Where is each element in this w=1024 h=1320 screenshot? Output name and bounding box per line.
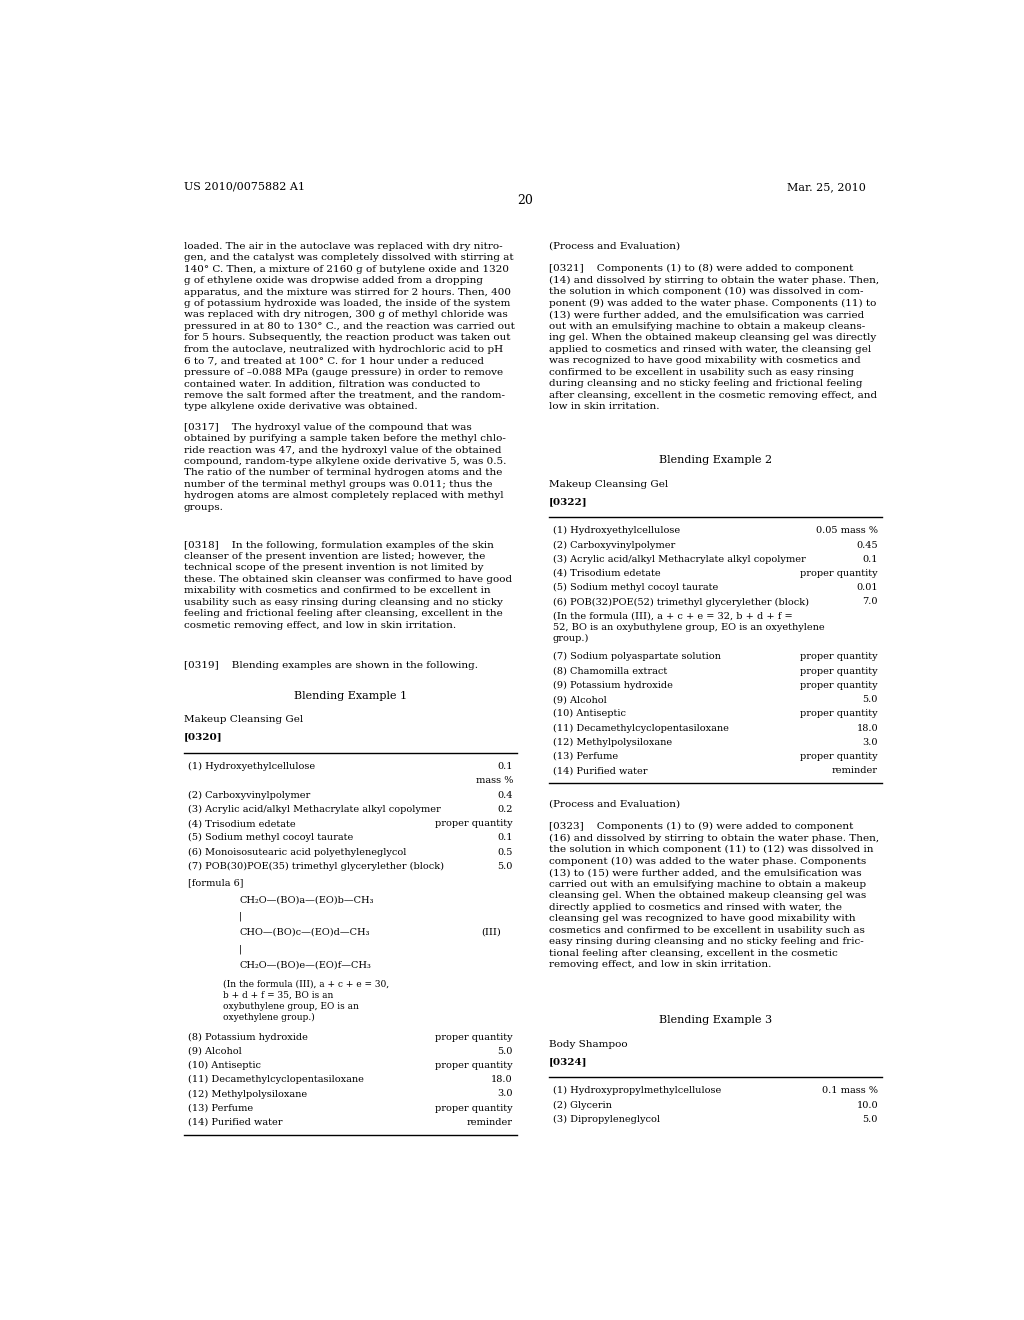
Text: 0.05 mass %: 0.05 mass % — [816, 527, 878, 536]
Text: proper quantity: proper quantity — [801, 667, 878, 676]
Text: Makeup Cleansing Gel: Makeup Cleansing Gel — [549, 479, 668, 488]
Text: (12) Methylpolysiloxane: (12) Methylpolysiloxane — [187, 1089, 306, 1098]
Text: 0.1: 0.1 — [498, 762, 513, 771]
Text: proper quantity: proper quantity — [435, 1061, 513, 1071]
Text: (11) Decamethylcyclopentasiloxane: (11) Decamethylcyclopentasiloxane — [553, 723, 728, 733]
Text: US 2010/0075882 A1: US 2010/0075882 A1 — [183, 182, 304, 191]
Text: 5.0: 5.0 — [498, 862, 513, 871]
Text: 0.1: 0.1 — [498, 833, 513, 842]
Text: Mar. 25, 2010: Mar. 25, 2010 — [787, 182, 866, 191]
Text: proper quantity: proper quantity — [801, 709, 878, 718]
Text: CHO—(BO)c—(EO)d—CH₃: CHO—(BO)c—(EO)d—CH₃ — [240, 928, 370, 937]
Text: proper quantity: proper quantity — [801, 569, 878, 578]
Text: (12) Methylpolysiloxane: (12) Methylpolysiloxane — [553, 738, 672, 747]
Text: proper quantity: proper quantity — [435, 818, 513, 828]
Text: (8) Potassium hydroxide: (8) Potassium hydroxide — [187, 1032, 307, 1041]
Text: 20: 20 — [517, 194, 532, 207]
Text: Blending Example 2: Blending Example 2 — [658, 455, 772, 465]
Text: (2) Glycerin: (2) Glycerin — [553, 1101, 611, 1110]
Text: (7) Sodium polyaspartate solution: (7) Sodium polyaspartate solution — [553, 652, 721, 661]
Text: (3) Dipropyleneglycol: (3) Dipropyleneglycol — [553, 1115, 659, 1123]
Text: |: | — [240, 912, 243, 921]
Text: Blending Example 1: Blending Example 1 — [294, 690, 407, 701]
Text: [0319]    Blending examples are shown in the following.: [0319] Blending examples are shown in th… — [183, 660, 477, 669]
Text: 18.0: 18.0 — [492, 1076, 513, 1084]
Text: proper quantity: proper quantity — [801, 752, 878, 760]
Text: 18.0: 18.0 — [856, 723, 878, 733]
Text: (9) Alcohol: (9) Alcohol — [553, 696, 606, 704]
Text: 10.0: 10.0 — [856, 1101, 878, 1110]
Text: (10) Antiseptic: (10) Antiseptic — [553, 709, 626, 718]
Text: Makeup Cleansing Gel: Makeup Cleansing Gel — [183, 715, 303, 725]
Text: (2) Carboxyvinylpolymer: (2) Carboxyvinylpolymer — [553, 541, 675, 549]
Text: reminder: reminder — [831, 766, 878, 775]
Text: Blending Example 3: Blending Example 3 — [658, 1015, 772, 1026]
Text: 3.0: 3.0 — [498, 1089, 513, 1098]
Text: (2) Carboxyvinylpolymer: (2) Carboxyvinylpolymer — [187, 791, 310, 800]
Text: (14) Purified water: (14) Purified water — [553, 766, 647, 775]
Text: [0318]    In the following, formulation examples of the skin
cleanser of the pre: [0318] In the following, formulation exa… — [183, 541, 512, 630]
Text: [0324]: [0324] — [549, 1057, 587, 1065]
Text: (III): (III) — [481, 928, 501, 937]
Text: (3) Acrylic acid/alkyl Methacrylate alkyl copolymer: (3) Acrylic acid/alkyl Methacrylate alky… — [553, 554, 805, 564]
Text: (13) Perfume: (13) Perfume — [187, 1104, 253, 1113]
Text: proper quantity: proper quantity — [801, 652, 878, 661]
Text: (Process and Evaluation): (Process and Evaluation) — [549, 800, 680, 809]
Text: (1) Hydroxyethylcellulose: (1) Hydroxyethylcellulose — [187, 762, 314, 771]
Text: CH₂O—(BO)a—(EO)b—CH₃: CH₂O—(BO)a—(EO)b—CH₃ — [240, 895, 374, 904]
Text: (1) Hydroxypropylmethylcellulose: (1) Hydroxypropylmethylcellulose — [553, 1086, 721, 1096]
Text: 0.1 mass %: 0.1 mass % — [822, 1086, 878, 1096]
Text: proper quantity: proper quantity — [435, 1104, 513, 1113]
Text: CH₂O—(BO)e—(EO)f—CH₃: CH₂O—(BO)e—(EO)f—CH₃ — [240, 961, 371, 969]
Text: 0.45: 0.45 — [856, 541, 878, 549]
Text: Body Shampoo: Body Shampoo — [549, 1040, 628, 1048]
Text: [0317]    The hydroxyl value of the compound that was
obtained by purifying a sa: [0317] The hydroxyl value of the compoun… — [183, 422, 506, 512]
Text: |: | — [240, 944, 243, 953]
Text: (10) Antiseptic: (10) Antiseptic — [187, 1061, 260, 1071]
Text: [0321]    Components (1) to (8) were added to component
(14) and dissolved by st: [0321] Components (1) to (8) were added … — [549, 264, 879, 411]
Text: [0322]: [0322] — [549, 496, 587, 506]
Text: (4) Trisodium edetate: (4) Trisodium edetate — [187, 818, 295, 828]
Text: 0.4: 0.4 — [498, 791, 513, 800]
Text: [formula 6]: [formula 6] — [187, 878, 243, 887]
Text: (5) Sodium methyl cocoyl taurate: (5) Sodium methyl cocoyl taurate — [553, 583, 718, 593]
Text: (Process and Evaluation): (Process and Evaluation) — [549, 242, 680, 251]
Text: (9) Potassium hydroxide: (9) Potassium hydroxide — [553, 681, 673, 690]
Text: (8) Chamomilla extract: (8) Chamomilla extract — [553, 667, 667, 676]
Text: (7) POB(30)POE(35) trimethyl glycerylether (block): (7) POB(30)POE(35) trimethyl glyceryleth… — [187, 862, 443, 871]
Text: proper quantity: proper quantity — [801, 681, 878, 690]
Text: (9) Alcohol: (9) Alcohol — [187, 1047, 242, 1056]
Text: mass %: mass % — [475, 776, 513, 785]
Text: reminder: reminder — [467, 1118, 513, 1127]
Text: (In the formula (III), a + c + e = 30,
b + d + f = 35, BO is an
oxybuthylene gro: (In the formula (III), a + c + e = 30, b… — [223, 979, 389, 1022]
Text: (11) Decamethylcyclopentasiloxane: (11) Decamethylcyclopentasiloxane — [187, 1076, 364, 1084]
Text: 5.0: 5.0 — [498, 1047, 513, 1056]
Text: 0.1: 0.1 — [862, 554, 878, 564]
Text: (6) POB(32)POE(52) trimethyl glycerylether (block): (6) POB(32)POE(52) trimethyl glyceryleth… — [553, 598, 809, 607]
Text: 3.0: 3.0 — [862, 738, 878, 747]
Text: (4) Trisodium edetate: (4) Trisodium edetate — [553, 569, 660, 578]
Text: (5) Sodium methyl cocoyl taurate: (5) Sodium methyl cocoyl taurate — [187, 833, 353, 842]
Text: 5.0: 5.0 — [862, 696, 878, 704]
Text: (1) Hydroxyethylcellulose: (1) Hydroxyethylcellulose — [553, 527, 680, 536]
Text: proper quantity: proper quantity — [435, 1032, 513, 1041]
Text: [0320]: [0320] — [183, 733, 222, 742]
Text: (14) Purified water: (14) Purified water — [187, 1118, 282, 1127]
Text: 5.0: 5.0 — [862, 1115, 878, 1123]
Text: (3) Acrylic acid/alkyl Methacrylate alkyl copolymer: (3) Acrylic acid/alkyl Methacrylate alky… — [187, 805, 440, 814]
Text: 7.0: 7.0 — [862, 598, 878, 606]
Text: 0.2: 0.2 — [498, 805, 513, 814]
Text: (In the formula (III), a + c + e = 32, b + d + f =
52, BO is an oxybuthylene gro: (In the formula (III), a + c + e = 32, b… — [553, 611, 824, 643]
Text: 0.01: 0.01 — [856, 583, 878, 593]
Text: (6) Monoisosutearic acid polyethyleneglycol: (6) Monoisosutearic acid polyethylenegly… — [187, 847, 406, 857]
Text: (13) Perfume: (13) Perfume — [553, 752, 617, 760]
Text: [0323]    Components (1) to (9) were added to component
(16) and dissolved by st: [0323] Components (1) to (9) were added … — [549, 822, 879, 969]
Text: 0.5: 0.5 — [498, 847, 513, 857]
Text: loaded. The air in the autoclave was replaced with dry nitro-
gen, and the catal: loaded. The air in the autoclave was rep… — [183, 242, 514, 412]
